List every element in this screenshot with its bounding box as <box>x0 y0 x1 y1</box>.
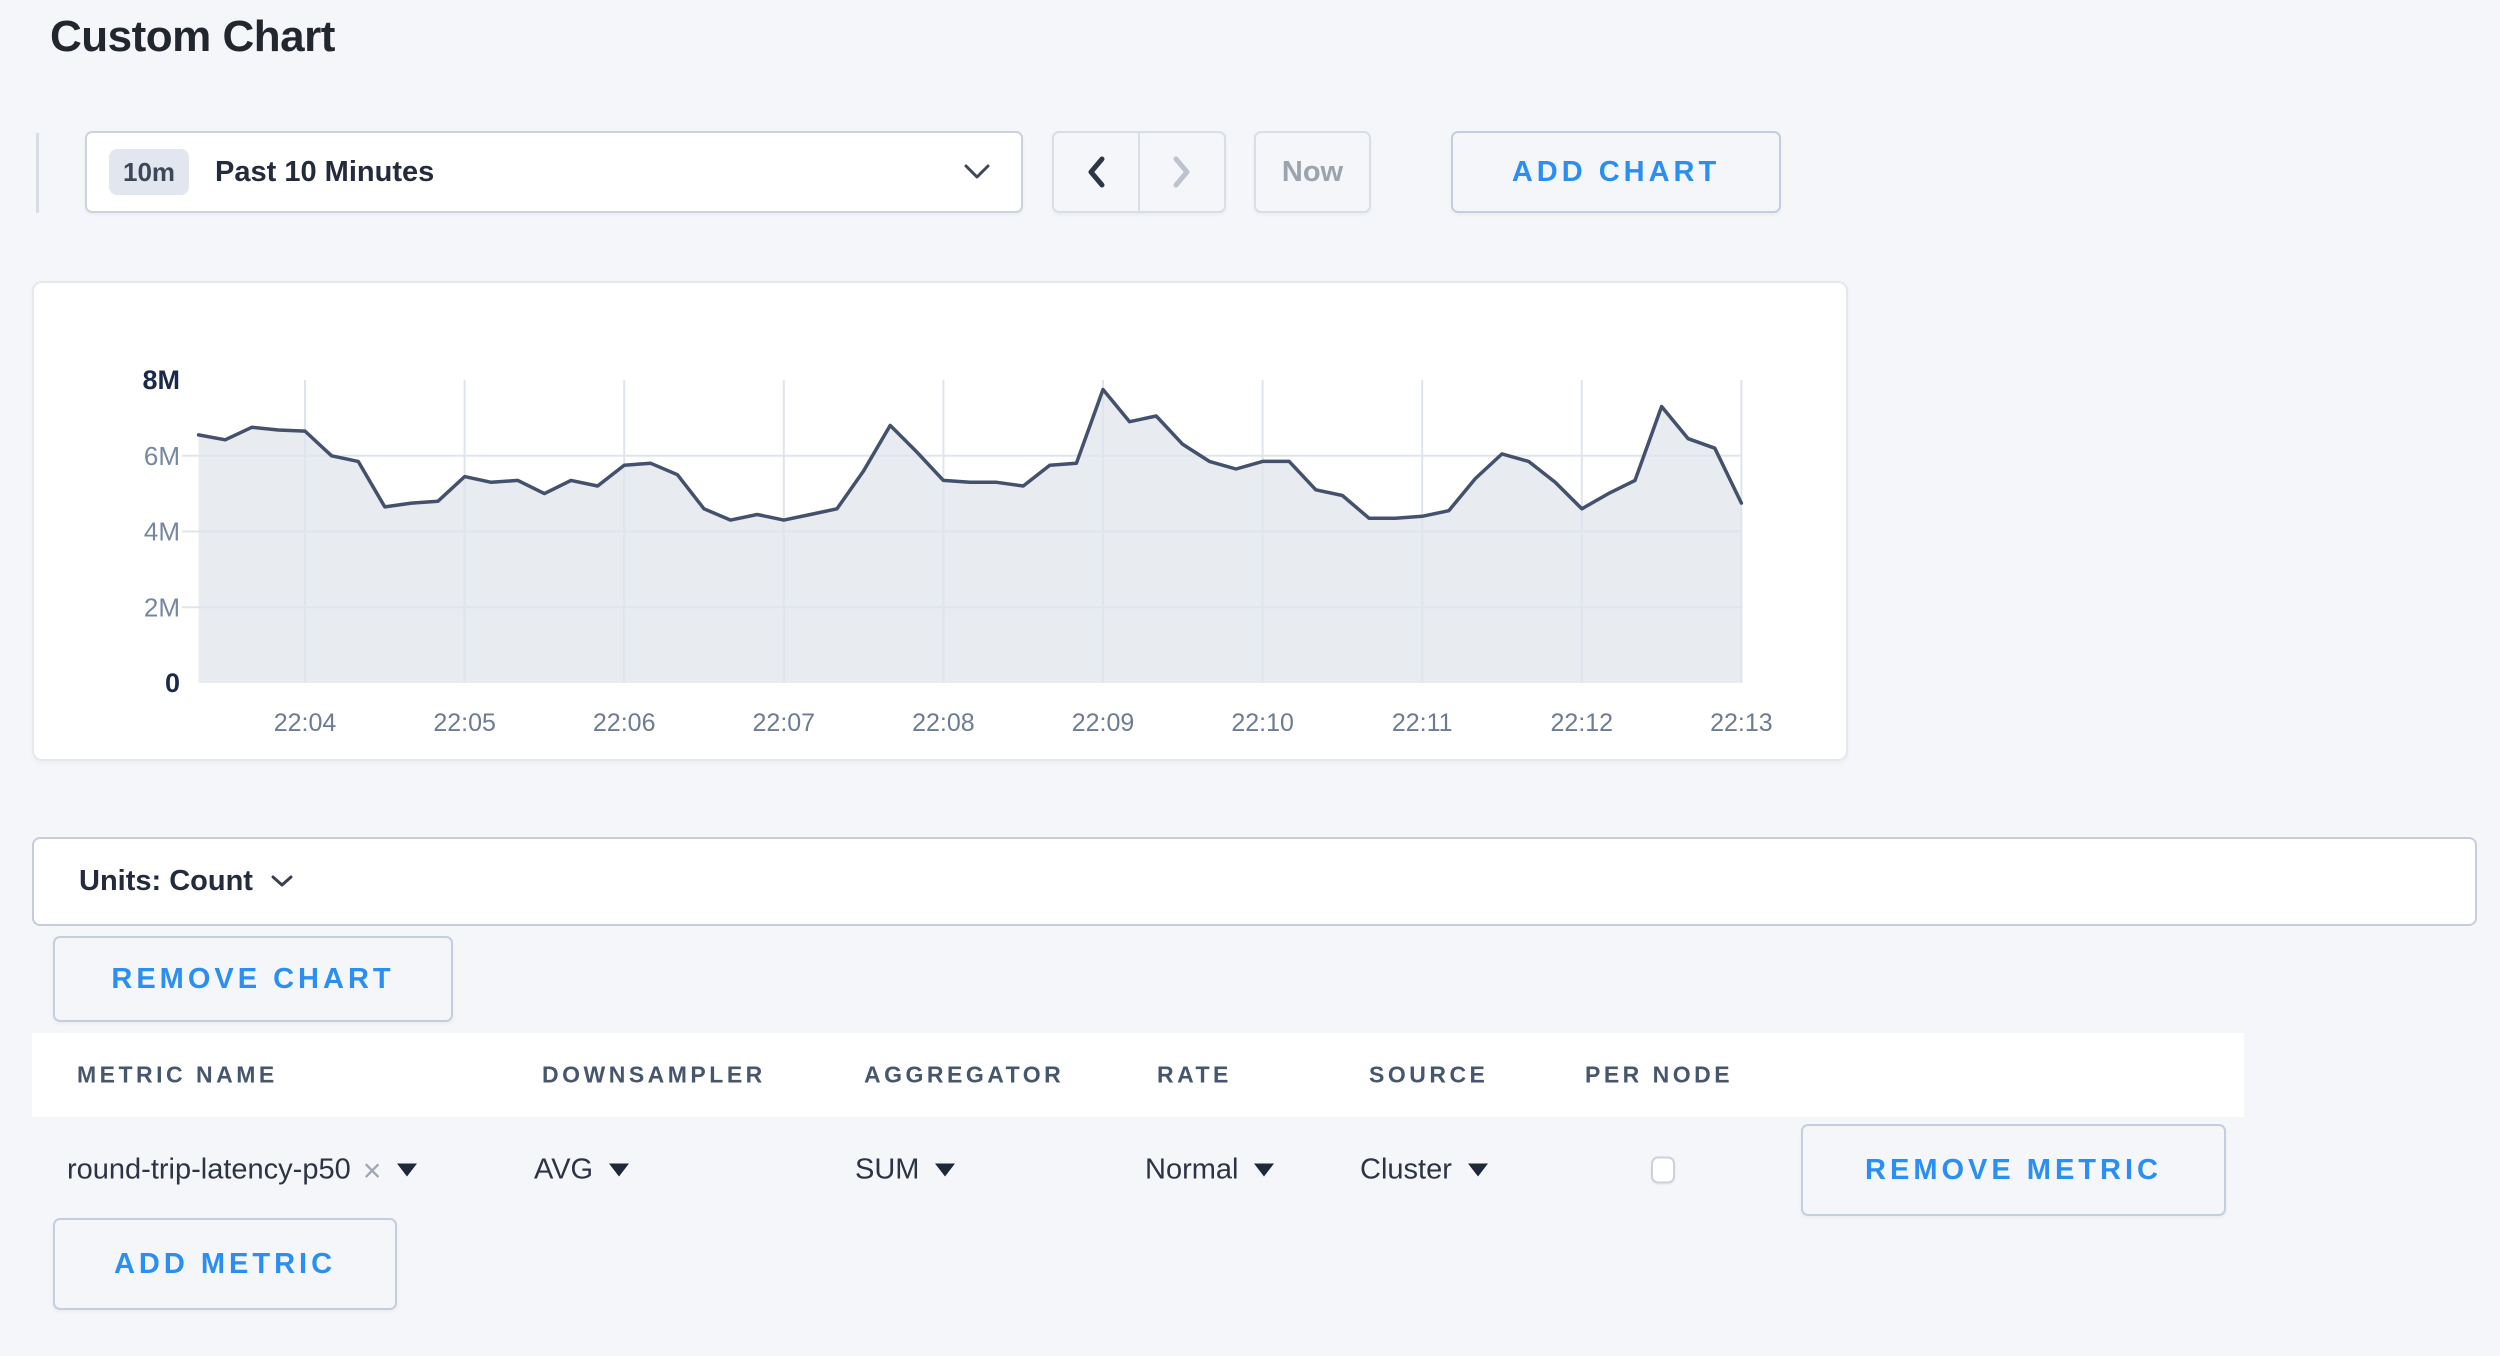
time-step-group <box>1052 131 1226 213</box>
rate-dropdown[interactable]: Normal <box>1145 1153 1275 1187</box>
timeseries-chart[interactable]: 0 2M 4M 6M 8M 22:04 22:05 22:06 22:07 22:08 22:09 2… <box>34 283 1846 759</box>
aggregator-dropdown[interactable]: SUM <box>855 1153 956 1187</box>
column-per-node: PER NODE <box>1585 1061 1734 1088</box>
page-title: Custom Chart <box>50 12 335 61</box>
downsampler-value: AVG <box>534 1153 594 1186</box>
metric-name-dropdown[interactable]: round-trip-latency-p50 × <box>67 1152 418 1188</box>
add-metric-button[interactable]: ADD METRIC <box>53 1218 397 1310</box>
svg-text:22:11: 22:11 <box>1392 709 1453 737</box>
svg-text:22:12: 22:12 <box>1551 709 1614 737</box>
now-button[interactable]: Now <box>1254 131 1371 213</box>
chevron-down-icon <box>271 875 293 887</box>
caret-down-icon <box>609 1163 630 1177</box>
svg-text:6M: 6M <box>144 441 180 471</box>
svg-text:8M: 8M <box>142 365 180 395</box>
previous-time-button[interactable] <box>1054 133 1140 211</box>
chevron-down-icon <box>964 164 990 179</box>
per-node-checkbox[interactable] <box>1651 1156 1675 1184</box>
caret-down-icon <box>1467 1163 1488 1177</box>
svg-text:2M: 2M <box>144 592 180 622</box>
units-bar: Units: Count <box>32 837 2477 926</box>
time-window-label: Past 10 Minutes <box>215 155 435 188</box>
column-downsampler: DOWNSAMPLER <box>542 1061 766 1088</box>
metric-row: round-trip-latency-p50 × AVG SUM Normal … <box>32 1117 2244 1223</box>
caret-down-icon <box>935 1163 956 1177</box>
svg-text:22:10: 22:10 <box>1231 709 1294 737</box>
svg-text:0: 0 <box>165 668 180 698</box>
metric-name-value: round-trip-latency-p50 <box>67 1153 351 1186</box>
column-rate: RATE <box>1157 1061 1232 1088</box>
downsampler-dropdown[interactable]: AVG <box>534 1153 630 1187</box>
time-window-dropdown[interactable]: 10m Past 10 Minutes <box>85 131 1023 213</box>
remove-metric-button[interactable]: REMOVE METRIC <box>1801 1124 2226 1216</box>
next-time-button[interactable] <box>1140 133 1224 211</box>
aggregator-value: SUM <box>855 1153 920 1186</box>
svg-text:22:09: 22:09 <box>1072 709 1135 737</box>
rate-value: Normal <box>1145 1153 1239 1186</box>
units-dropdown[interactable]: Units: Count <box>79 865 293 898</box>
chevron-left-icon <box>1088 156 1105 188</box>
svg-text:22:13: 22:13 <box>1710 709 1773 737</box>
chart-card: 0 2M 4M 6M 8M 22:04 22:05 22:06 22:07 22:08 22:09 2… <box>32 281 1848 761</box>
remove-chart-button[interactable]: REMOVE CHART <box>53 936 453 1022</box>
remove-metric-token-icon[interactable]: × <box>362 1152 382 1188</box>
metrics-table-header: METRIC NAME DOWNSAMPLER AGGREGATOR RATE … <box>32 1033 2244 1117</box>
source-dropdown[interactable]: Cluster <box>1360 1154 1488 1187</box>
caret-down-icon <box>1254 1163 1275 1177</box>
caret-down-icon <box>397 1163 418 1177</box>
svg-text:4M: 4M <box>144 517 180 547</box>
svg-text:22:08: 22:08 <box>912 709 975 737</box>
column-aggregator: AGGREGATOR <box>864 1061 1065 1088</box>
svg-text:22:05: 22:05 <box>433 709 496 737</box>
toolbar-divider <box>36 133 39 213</box>
units-dropdown-label: Units: Count <box>79 865 253 897</box>
time-window-badge: 10m <box>109 149 190 195</box>
column-source: SOURCE <box>1369 1061 1489 1088</box>
add-chart-button[interactable]: ADD CHART <box>1451 131 1781 213</box>
svg-text:22:07: 22:07 <box>753 709 816 737</box>
column-metric-name: METRIC NAME <box>77 1061 278 1088</box>
chevron-right-icon <box>1173 156 1190 188</box>
svg-text:22:06: 22:06 <box>593 709 656 737</box>
svg-text:22:04: 22:04 <box>274 709 337 737</box>
source-value: Cluster <box>1360 1153 1452 1186</box>
